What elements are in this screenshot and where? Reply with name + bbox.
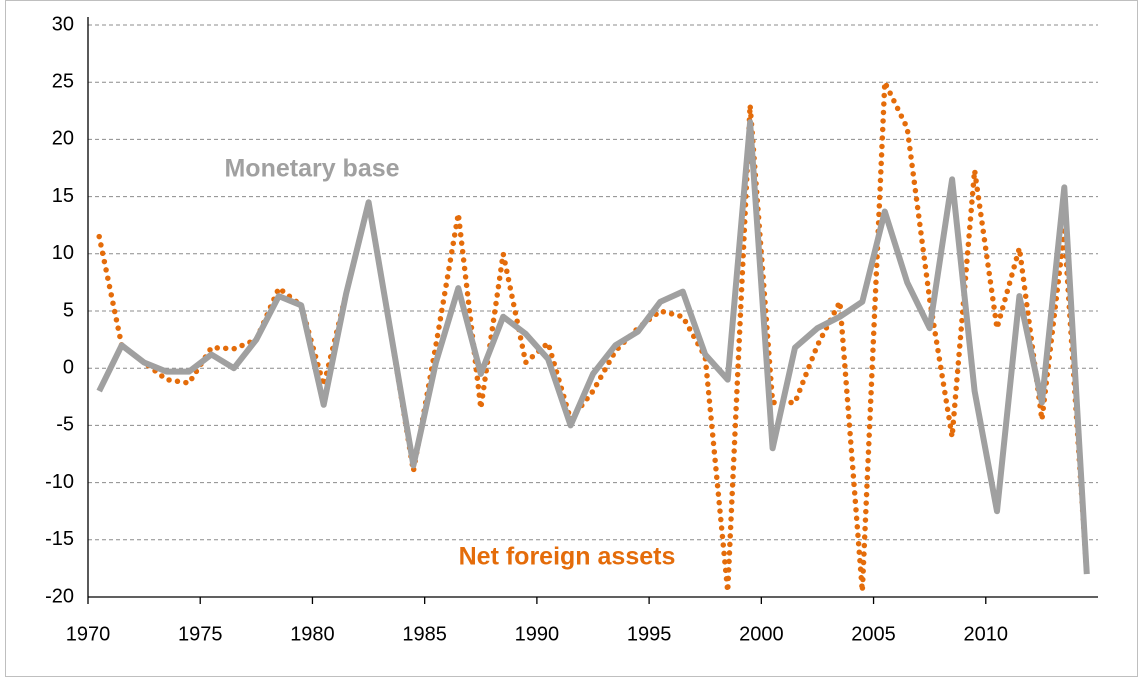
y-tick-label: -15 — [45, 528, 74, 550]
y-tick-label: -5 — [56, 414, 74, 436]
y-tick-label: 10 — [52, 242, 74, 264]
y-tick-label: 30 — [52, 13, 74, 35]
x-tick-label: 1975 — [178, 623, 223, 645]
x-tick-label: 2000 — [739, 623, 784, 645]
x-tick-label: 1985 — [402, 623, 447, 645]
x-tick-label: 1970 — [66, 623, 111, 645]
y-tick-label: -20 — [45, 585, 74, 607]
x-tick-label: 2010 — [964, 623, 1009, 645]
y-tick-label: 0 — [63, 356, 74, 378]
x-tick-label: 1995 — [627, 623, 672, 645]
x-tick-label: 2005 — [851, 623, 896, 645]
y-tick-label: 20 — [52, 128, 74, 150]
y-tick-label: 25 — [52, 70, 74, 92]
y-tick-label: -10 — [45, 471, 74, 493]
x-tick-label: 1990 — [515, 623, 560, 645]
annotation: Monetary base — [224, 155, 399, 183]
y-tick-label: 5 — [63, 299, 74, 321]
series-line — [96, 119, 1090, 575]
annotation: Net foreign assets — [459, 543, 676, 571]
y-tick-label: 15 — [52, 185, 74, 207]
x-tick-label: 1980 — [290, 623, 335, 645]
